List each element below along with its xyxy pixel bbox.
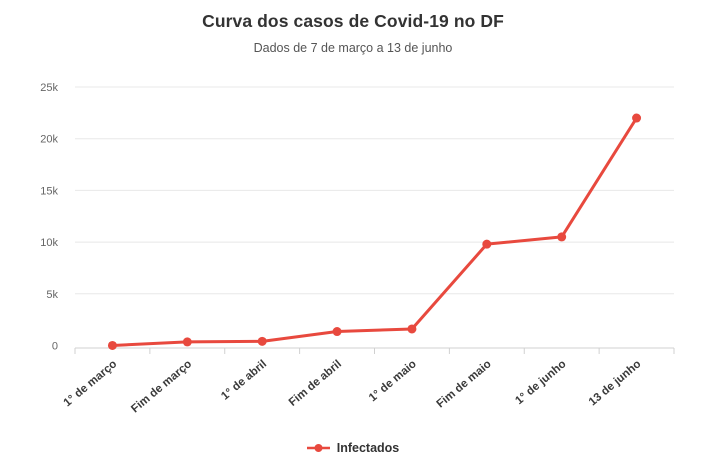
covid-line-chart: 0 5k 10k 15k 20k 25k 1° de março Fim de março 1°… bbox=[40, 82, 675, 415]
data-point[interactable] bbox=[632, 113, 642, 123]
y-tick-label: 10k bbox=[40, 237, 58, 249]
data-point[interactable] bbox=[107, 340, 117, 350]
y-tick-label: 15k bbox=[40, 185, 58, 197]
data-point[interactable] bbox=[257, 336, 267, 346]
data-point[interactable] bbox=[407, 324, 417, 334]
x-tick-label: 1° de maio bbox=[367, 358, 419, 404]
data-point[interactable] bbox=[557, 232, 567, 242]
chart-header: Curva dos casos de Covid-19 no DF Dados … bbox=[0, 0, 706, 55]
y-tick-label: 5k bbox=[46, 289, 58, 301]
y-tick-label: 25k bbox=[40, 82, 58, 94]
x-tick-label: Fim de abril bbox=[287, 358, 344, 409]
y-tick-label: 0 bbox=[52, 341, 58, 353]
x-tick-label: Fim de março bbox=[129, 358, 194, 415]
legend-item-infectados[interactable]: Infectados bbox=[306, 441, 400, 455]
data-point[interactable] bbox=[182, 337, 192, 347]
x-tick-label: 1° de junho bbox=[513, 358, 568, 407]
chart-legend: Infectados bbox=[0, 441, 706, 455]
x-tick-label: 13 de junho bbox=[587, 358, 644, 408]
y-tick-label: 20k bbox=[40, 134, 58, 146]
legend-label: Infectados bbox=[336, 441, 400, 455]
data-point[interactable] bbox=[482, 239, 492, 249]
x-tick-label: 1° de abril bbox=[219, 358, 269, 403]
x-tick-label: 1° de março bbox=[62, 358, 120, 409]
chart-title: Curva dos casos de Covid-19 no DF bbox=[202, 11, 504, 31]
data-point[interactable] bbox=[332, 327, 342, 337]
series-line-infectados bbox=[110, 116, 639, 347]
line-dot-icon bbox=[306, 444, 330, 452]
chart-subtitle: Dados de 7 de março a 13 de junho bbox=[253, 41, 453, 55]
x-tick-label: Fim de maio bbox=[435, 358, 494, 410]
